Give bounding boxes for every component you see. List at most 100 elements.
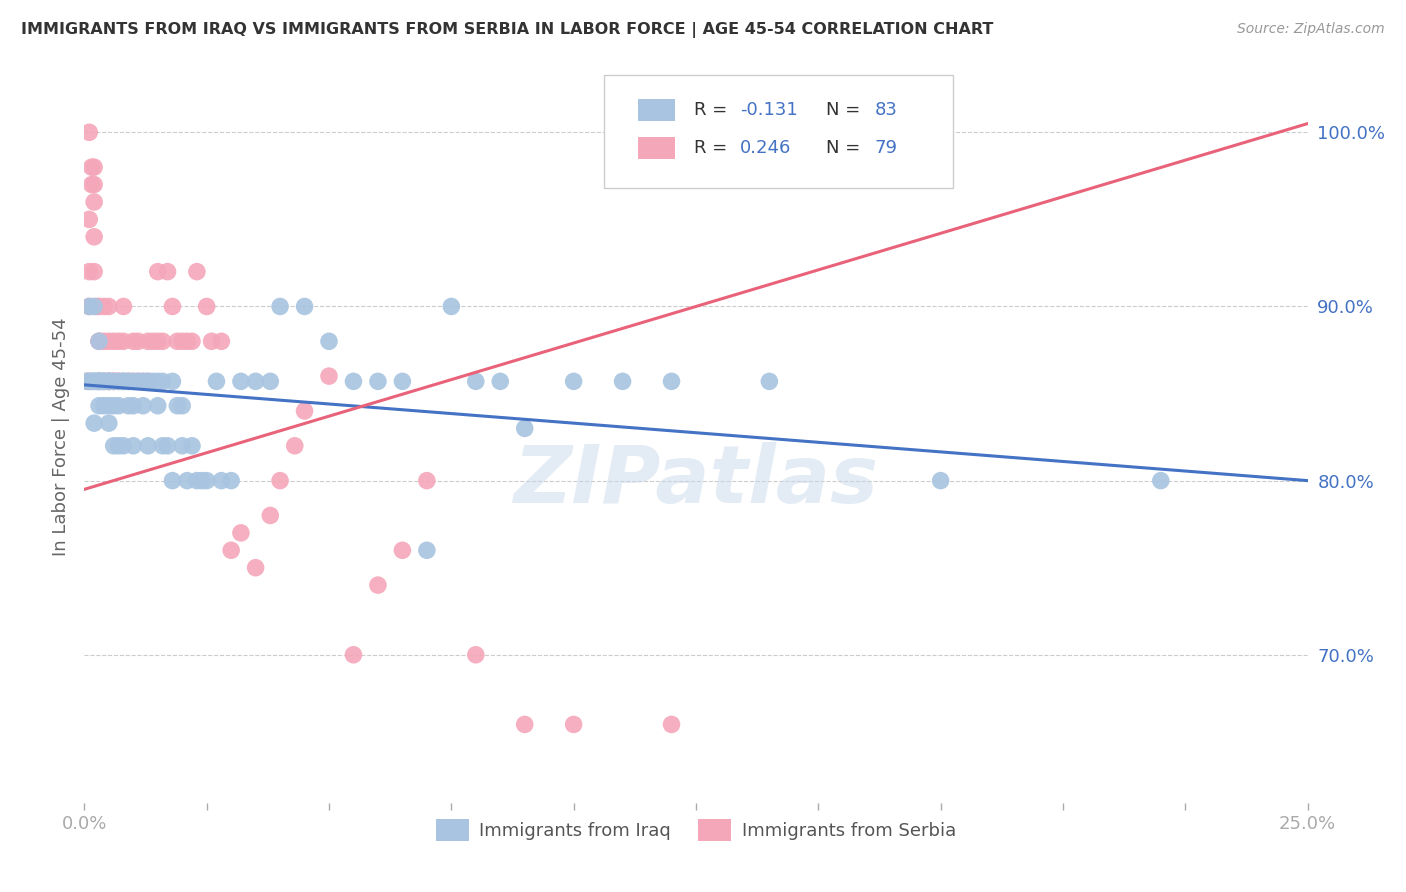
Point <box>513 717 536 731</box>
Point <box>122 334 145 349</box>
Point <box>181 334 204 349</box>
Point <box>103 375 125 389</box>
Point <box>122 399 145 413</box>
Point <box>758 375 780 389</box>
Point <box>97 375 120 389</box>
Point <box>132 375 155 389</box>
Point <box>87 399 110 413</box>
Point <box>146 375 169 389</box>
Point <box>76 375 98 389</box>
Point <box>87 375 110 389</box>
Point <box>146 334 169 349</box>
Point <box>80 160 103 174</box>
Point <box>103 399 125 413</box>
Point <box>209 474 232 488</box>
Point <box>142 334 165 349</box>
Point <box>367 578 389 592</box>
Point <box>122 375 145 389</box>
Point <box>186 265 208 279</box>
Point <box>97 375 120 389</box>
Point <box>112 334 135 349</box>
Point <box>107 399 129 413</box>
Point <box>152 375 174 389</box>
Point <box>87 375 110 389</box>
Point <box>97 375 120 389</box>
Point <box>112 375 135 389</box>
Point <box>97 375 120 389</box>
Point <box>172 439 194 453</box>
Text: ZIPatlas: ZIPatlas <box>513 442 879 520</box>
Point <box>132 375 155 389</box>
Point <box>367 375 389 389</box>
Point <box>103 375 125 389</box>
Point <box>117 375 139 389</box>
Point <box>93 375 115 389</box>
Point <box>152 439 174 453</box>
Point <box>107 375 129 389</box>
Point <box>83 265 105 279</box>
Point <box>172 399 194 413</box>
Point <box>77 125 100 139</box>
Point <box>103 334 125 349</box>
Point <box>93 375 115 389</box>
Point <box>87 334 110 349</box>
Point <box>97 375 120 389</box>
Point <box>83 160 105 174</box>
Point <box>176 474 198 488</box>
Point <box>97 375 120 389</box>
Point <box>205 375 228 389</box>
Point <box>513 421 536 435</box>
Point <box>136 439 159 453</box>
Point <box>416 474 439 488</box>
Y-axis label: In Labor Force | Age 45-54: In Labor Force | Age 45-54 <box>52 318 70 557</box>
Legend: Immigrants from Iraq, Immigrants from Serbia: Immigrants from Iraq, Immigrants from Se… <box>429 812 963 848</box>
Point <box>489 375 512 389</box>
Point <box>86 300 108 314</box>
Point <box>269 300 291 314</box>
Point <box>259 375 281 389</box>
Point <box>172 334 194 349</box>
Text: R =: R = <box>693 139 733 157</box>
Point <box>181 439 204 453</box>
Point <box>176 334 198 349</box>
Point <box>259 508 281 523</box>
Point <box>191 474 214 488</box>
Point <box>77 300 100 314</box>
Point <box>80 178 103 192</box>
Point <box>112 300 135 314</box>
Point <box>245 560 267 574</box>
Point <box>97 300 120 314</box>
Point <box>209 334 232 349</box>
Point <box>117 399 139 413</box>
Point <box>112 375 135 389</box>
Point <box>156 439 179 453</box>
Point <box>97 375 120 389</box>
Point <box>416 543 439 558</box>
Point <box>93 399 115 413</box>
Point <box>219 543 242 558</box>
Text: 83: 83 <box>875 101 897 120</box>
Point <box>86 375 108 389</box>
Point <box>152 334 174 349</box>
Point <box>83 300 105 314</box>
Point <box>294 404 316 418</box>
Point <box>107 439 129 453</box>
Text: 0.246: 0.246 <box>740 139 792 157</box>
FancyBboxPatch shape <box>605 75 953 188</box>
Point <box>93 375 115 389</box>
Point <box>117 375 139 389</box>
Point <box>162 375 184 389</box>
Point <box>93 334 115 349</box>
Point <box>219 474 242 488</box>
Point <box>107 375 129 389</box>
Point <box>562 375 585 389</box>
Point <box>80 375 103 389</box>
Point <box>1150 474 1173 488</box>
Point <box>97 416 120 430</box>
Point <box>107 375 129 389</box>
Point <box>464 375 486 389</box>
Point <box>83 416 105 430</box>
Point <box>77 212 100 227</box>
Text: 79: 79 <box>875 139 897 157</box>
Point <box>342 648 364 662</box>
